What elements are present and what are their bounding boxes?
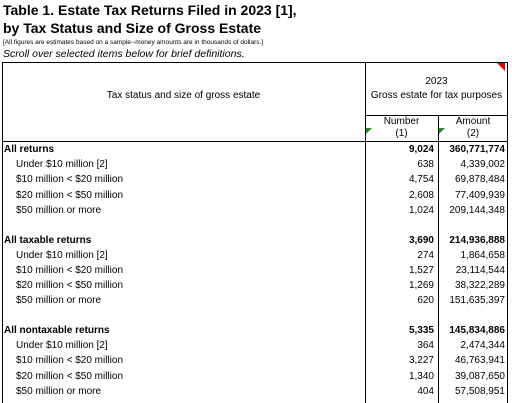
year-header: 2023: [425, 76, 448, 87]
number-cell: 2,608: [408, 189, 434, 201]
amount-cell: 145,834,886: [449, 325, 505, 336]
number-cell: 364: [417, 340, 434, 352]
row-label: $10 million < $20 million: [16, 355, 124, 367]
number-cell: 1,527: [408, 264, 434, 276]
number-cell: 9,024: [408, 144, 434, 155]
amount-cell: 4,339,002: [460, 159, 506, 171]
amount-cell: 214,936,888: [449, 234, 505, 246]
number-cell: 638: [417, 159, 434, 171]
column-code: (1): [395, 128, 408, 139]
column-header: Number: [383, 116, 420, 127]
row-label: Under $10 million [2]: [16, 159, 108, 171]
amount-cell: 2,474,344: [460, 340, 506, 352]
scroll-hint: Scroll over selected items below for bri…: [3, 48, 245, 60]
title: Table 1. Estate Tax Returns Filed in 202…: [3, 2, 297, 18]
number-cell: 1,024: [408, 204, 434, 216]
row-label: $10 million < $20 million: [16, 264, 124, 276]
amount-cell: 39,087,650: [454, 370, 505, 382]
row-label: $20 million < $50 million: [16, 189, 124, 201]
number-cell: 404: [417, 385, 434, 397]
row-label: All returns: [4, 144, 55, 155]
amount-cell: 1,864,658: [460, 249, 506, 261]
stub-header: Tax status and size of gross estate: [106, 90, 261, 101]
amount-cell: 69,878,484: [454, 174, 505, 186]
note: [All figures are estimates based on a sa…: [3, 39, 264, 46]
amount-cell: 38,322,289: [454, 280, 505, 292]
number-cell: 274: [417, 249, 434, 261]
row-label: All taxable returns: [4, 234, 92, 246]
span-header: Gross estate for tax purposes: [370, 90, 503, 101]
row-label: $10 million < $20 million: [16, 174, 124, 186]
row-label: $20 million < $50 million: [16, 280, 124, 292]
number-cell: 5,335: [408, 325, 434, 336]
column-code: (2): [466, 128, 480, 139]
column-header: Amount: [455, 116, 491, 127]
number-cell: 620: [417, 295, 434, 307]
number-cell: 3,227: [408, 355, 434, 367]
title: by Tax Status and Size of Gross Estate: [3, 20, 262, 36]
amount-cell: 57,508,951: [454, 385, 505, 397]
row-label: All nontaxable returns: [4, 325, 110, 336]
amount-cell: 77,409,939: [454, 189, 505, 201]
row-label: Under $10 million [2]: [16, 249, 108, 261]
amount-cell: 360,771,774: [449, 144, 505, 155]
row-label: $50 million or more: [16, 204, 102, 216]
number-cell: 4,754: [408, 174, 434, 186]
number-cell: 1,269: [408, 280, 434, 292]
amount-cell: 209,144,348: [449, 204, 505, 216]
number-cell: 3,690: [408, 234, 434, 246]
amount-cell: 151,635,397: [449, 295, 505, 307]
amount-cell: 23,114,544: [455, 264, 505, 276]
amount-cell: 46,763,941: [454, 355, 505, 367]
row-label: Under $10 million [2]: [16, 340, 108, 352]
row-label: $20 million < $50 million: [16, 370, 124, 382]
number-cell: 1,340: [408, 370, 434, 382]
row-label: $50 million or more: [16, 295, 102, 307]
row-label: $50 million or more: [16, 385, 102, 397]
